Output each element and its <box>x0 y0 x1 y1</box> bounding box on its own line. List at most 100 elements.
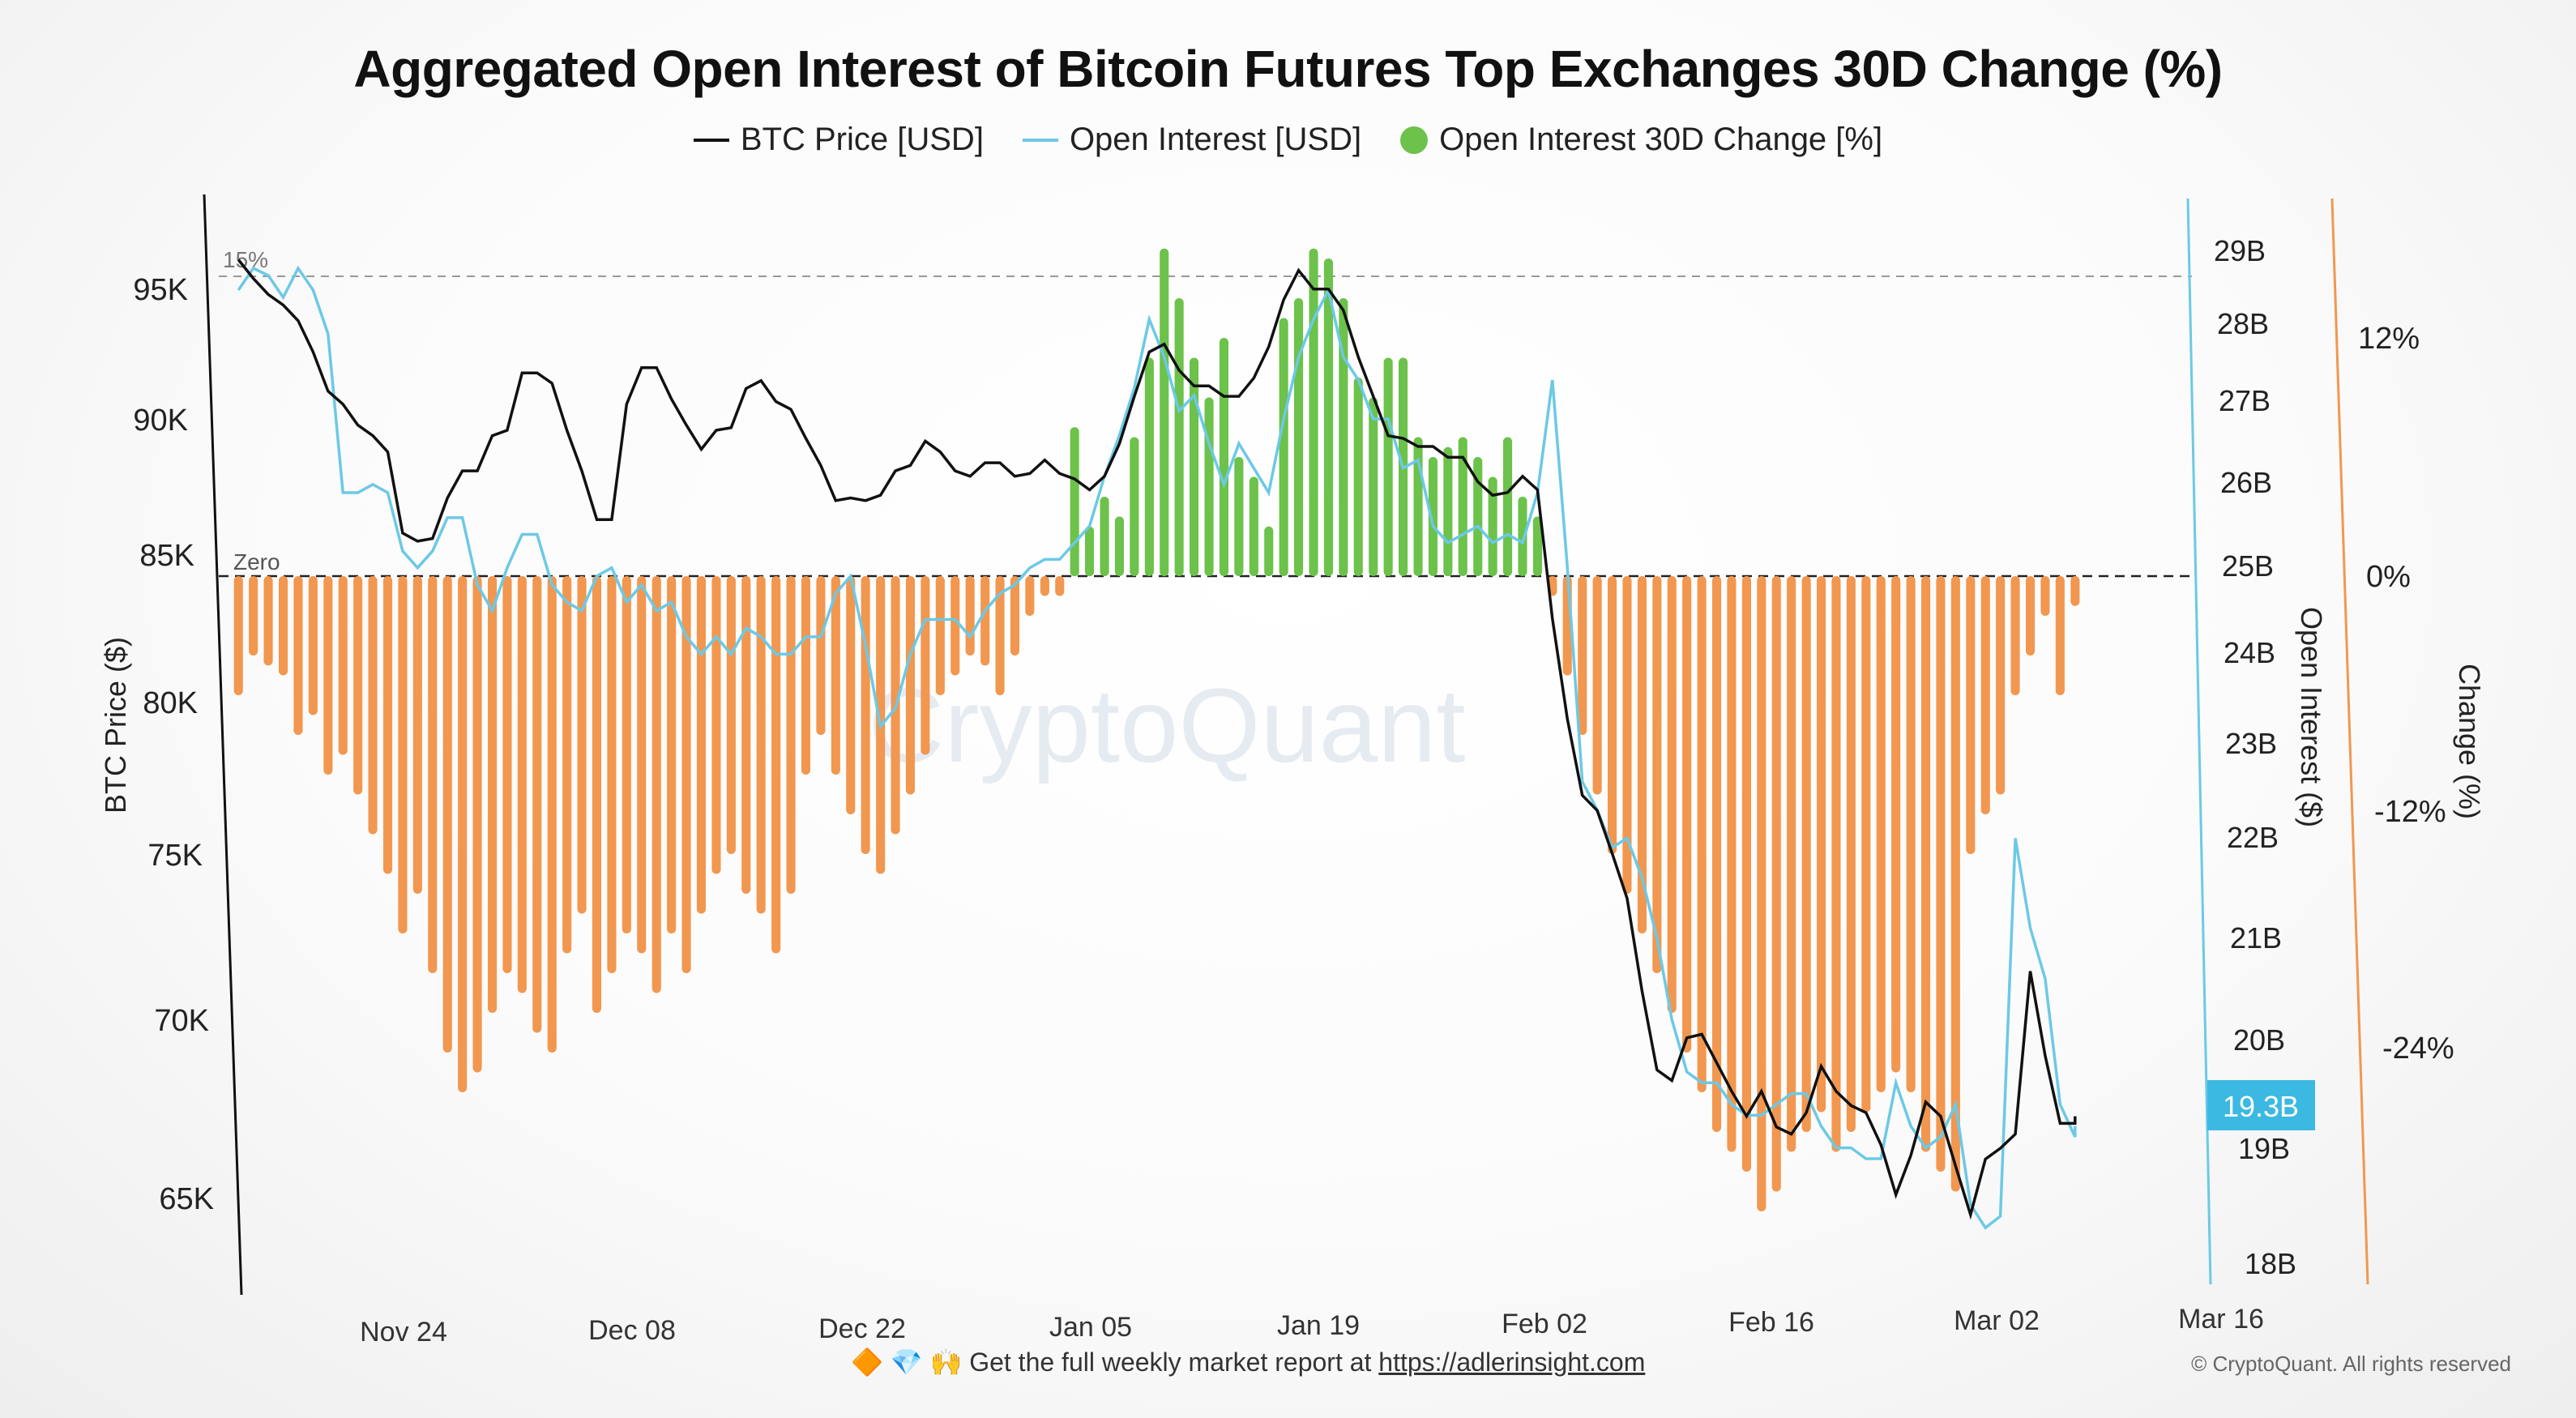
change-bar <box>1831 576 1841 1152</box>
change-bar <box>1144 357 1154 576</box>
change-bar <box>861 576 870 854</box>
legend-item-btc-price[interactable]: BTC Price [USD] <box>693 122 984 158</box>
change-bar <box>1846 576 1856 1132</box>
change-bar <box>951 576 960 676</box>
change-bar <box>921 576 930 755</box>
change-tick: 12% <box>2358 322 2420 356</box>
change-bar <box>502 576 512 973</box>
change-bar <box>1996 576 2006 795</box>
change-bar <box>249 576 258 656</box>
change-bar <box>2010 576 2020 695</box>
change-bar <box>1936 576 1946 1172</box>
change-bar <box>1309 248 1318 577</box>
legend-swatch-price <box>693 138 729 142</box>
change-bar <box>771 576 781 954</box>
annotation-zero: Zero <box>233 549 280 574</box>
change-bar <box>398 576 408 933</box>
change-bar <box>592 576 601 1013</box>
change-bar <box>353 576 363 795</box>
change-bar <box>1369 397 1378 576</box>
change-bar <box>412 576 422 894</box>
change-bar <box>1279 318 1288 576</box>
change-bar <box>1443 446 1453 577</box>
change-bar <box>651 576 661 993</box>
change-bar <box>1741 576 1751 1172</box>
y-left-tick: 70K <box>154 1004 209 1038</box>
change-bar <box>547 576 557 1053</box>
x-tick: Dec 22 <box>818 1313 906 1344</box>
change-bar <box>1114 516 1124 576</box>
change-bar <box>681 576 691 973</box>
change-axis-line <box>2330 198 2369 1285</box>
change-bar <box>1622 576 1632 894</box>
y-left-tick: 65K <box>159 1182 214 1216</box>
change-bar <box>263 576 273 666</box>
change-bar <box>458 576 468 1092</box>
legend-item-open-interest[interactable]: Open Interest [USD] <box>1022 122 1361 158</box>
change-bar <box>1294 298 1304 576</box>
change-bar <box>428 576 438 973</box>
oi-tick: 19B <box>2238 1132 2290 1165</box>
change-bar <box>1532 516 1542 576</box>
change-bar <box>338 576 348 755</box>
change-tick: -12% <box>2374 795 2446 829</box>
change-bar <box>323 576 333 775</box>
change-bar <box>1249 476 1258 576</box>
change-tick: -24% <box>2382 1031 2454 1066</box>
change-bar <box>1667 576 1677 1013</box>
footer-link[interactable]: https://adlerinsight.com <box>1378 1348 1646 1377</box>
oi-tick: 28B <box>2217 307 2269 340</box>
oi-tick: 21B <box>2230 921 2282 955</box>
change-bar <box>1980 576 1990 814</box>
change-bar <box>637 576 647 954</box>
change-axis-label: Change (%) <box>2453 664 2486 819</box>
change-bar <box>1055 576 1065 596</box>
change-bar <box>786 576 796 894</box>
change-bar <box>383 576 393 874</box>
change-bar <box>905 576 915 795</box>
change-bar <box>293 576 303 735</box>
change-bar <box>1608 576 1617 854</box>
change-bars <box>233 248 2080 1211</box>
change-bar <box>1025 576 1035 616</box>
change-bar <box>1652 576 1662 973</box>
change-bar <box>741 576 751 894</box>
x-tick: Nov 24 <box>360 1317 447 1348</box>
change-bar <box>1488 476 1497 576</box>
legend-item-oi-change[interactable]: Open Interest 30D Change [%] <box>1400 122 1882 158</box>
oi-tick: 29B <box>2214 234 2266 267</box>
change-bar <box>532 576 542 1033</box>
x-tick: Mar 16 <box>2178 1304 2264 1335</box>
change-bar <box>1727 576 1737 1152</box>
oi-tick: 20B <box>2233 1023 2285 1057</box>
change-bar <box>726 576 736 854</box>
change-bar <box>1771 576 1781 1192</box>
change-bar <box>1339 298 1348 576</box>
change-bar <box>1966 576 1976 854</box>
x-tick: Mar 02 <box>1954 1305 2040 1336</box>
change-bar <box>442 576 452 1053</box>
change-bar <box>1010 576 1019 656</box>
change-bar <box>1428 457 1438 576</box>
legend-label-change: Open Interest 30D Change [%] <box>1439 122 1883 157</box>
change-bar <box>995 576 1005 695</box>
oi-current-badge <box>2207 1080 2315 1130</box>
footer-icons: 🔶 💎 🙌 <box>851 1348 963 1377</box>
legend-swatch-change <box>1400 126 1429 154</box>
change-bar <box>1070 427 1079 577</box>
change-bar <box>696 576 706 914</box>
oi-tick: 24B <box>2224 636 2275 669</box>
oi-tick: 25B <box>2222 549 2274 583</box>
legend-swatch-oi <box>1022 138 1058 142</box>
footer: 🔶 💎 🙌 Get the full weekly market report … <box>851 1347 1645 1377</box>
change-bar <box>667 576 677 933</box>
x-tick: Dec 08 <box>588 1315 676 1346</box>
change-bar <box>1592 576 1602 795</box>
oi-tick: 22B <box>2227 821 2279 854</box>
left-axis-line <box>203 194 243 1296</box>
change-bar <box>1891 576 1901 1073</box>
change-bar <box>816 576 826 735</box>
change-bar <box>1204 397 1214 576</box>
change-bar <box>607 576 617 973</box>
